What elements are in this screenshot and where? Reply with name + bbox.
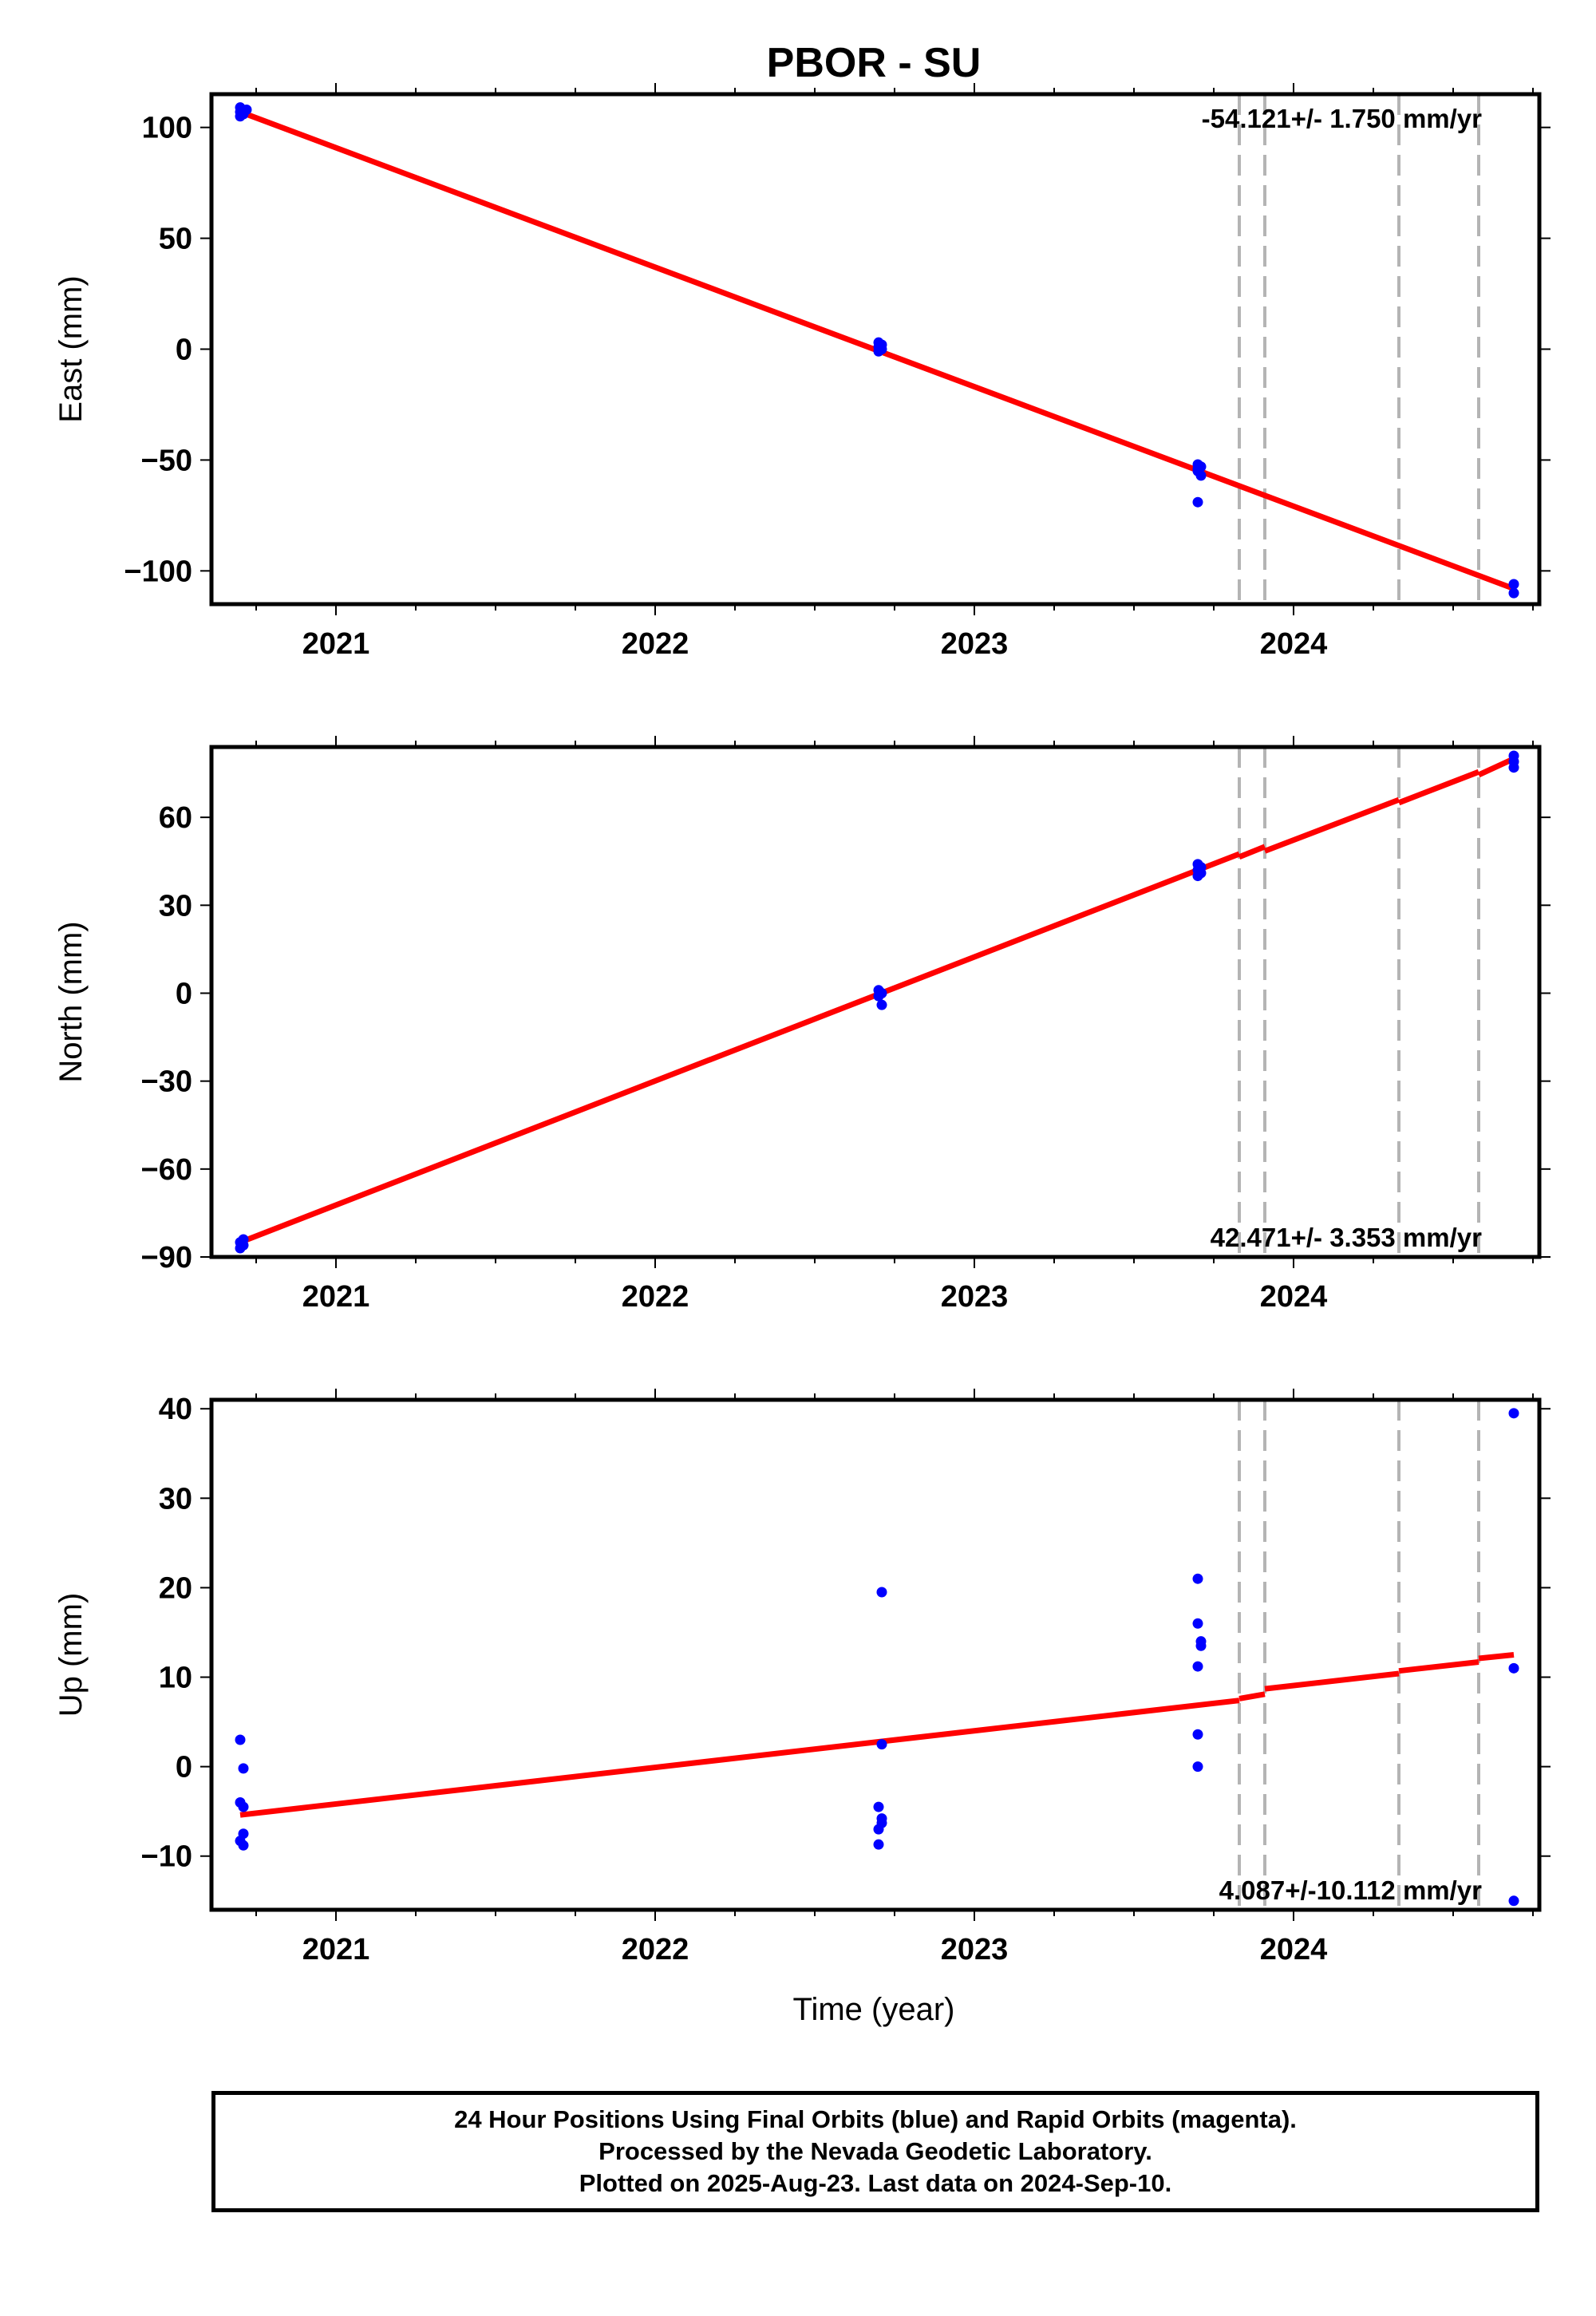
plot-frame xyxy=(209,92,1542,607)
data-point xyxy=(1508,762,1519,773)
data-point xyxy=(873,1824,884,1835)
x-tick-label: 2022 xyxy=(622,1280,689,1314)
y-tick-label: −10 xyxy=(141,1840,192,1874)
data-point xyxy=(1192,1729,1203,1740)
fit-line xyxy=(239,851,1241,1245)
y-tick-label: 0 xyxy=(176,1751,192,1784)
plot-frame xyxy=(209,1397,1542,1912)
y-tick-label: −90 xyxy=(141,1241,192,1275)
y-axis-label: Up (mm) xyxy=(53,1593,89,1717)
velocity-label: 42.471+/- 3.353 mm/yr xyxy=(1211,1223,1482,1252)
processing-info-box: 24 Hour Positions Using Final Orbits (bl… xyxy=(211,2091,1539,2212)
data-point xyxy=(873,1801,884,1812)
data-point xyxy=(876,1739,887,1750)
x-tick-label: 2024 xyxy=(1260,1933,1328,1966)
velocity-label: -54.121+/- 1.750 mm/yr xyxy=(1202,104,1482,133)
data-point xyxy=(1192,496,1203,508)
fit-line xyxy=(1397,769,1480,806)
data-point xyxy=(238,1840,249,1851)
x-axis-label: Time (year) xyxy=(793,1992,955,2027)
data-point xyxy=(238,1763,249,1774)
data-point xyxy=(873,990,884,1002)
y-tick-label: −100 xyxy=(124,555,192,588)
data-point xyxy=(1192,1661,1203,1672)
y-tick-label: 100 xyxy=(142,112,192,145)
data-point xyxy=(876,999,887,1010)
fit-line xyxy=(1238,844,1266,860)
data-point xyxy=(1195,1640,1207,1651)
x-tick-label: 2024 xyxy=(1260,627,1328,661)
x-tick-label: 2023 xyxy=(941,1280,1009,1314)
x-tick-label: 2021 xyxy=(302,627,370,661)
y-tick-label: 20 xyxy=(159,1571,192,1605)
x-tick-label: 2021 xyxy=(302,1280,370,1314)
data-point xyxy=(1192,1761,1203,1773)
y-tick-label: 0 xyxy=(176,977,192,1010)
y-tick-label: −60 xyxy=(141,1153,192,1187)
data-point xyxy=(1195,461,1207,472)
fit-line xyxy=(1478,1652,1515,1662)
panel-north: 2021 2022 2023 2024 60 30 0 −30 −60 −90 North (mm)… xyxy=(53,736,1551,1314)
x-tick-label: 2023 xyxy=(941,1933,1009,1966)
y-tick-label: −30 xyxy=(141,1065,192,1099)
fit-line xyxy=(1398,1659,1479,1674)
fit-line xyxy=(1477,756,1515,778)
data-point xyxy=(235,111,246,122)
data-point xyxy=(1192,1618,1203,1629)
y-tick-label: 10 xyxy=(159,1662,192,1695)
data-point xyxy=(241,104,252,115)
footer-line-dates: Plotted on 2025-Aug-23. Last data on 202… xyxy=(579,2169,1172,2197)
data-point xyxy=(238,1801,249,1812)
y-axis-label: East (mm) xyxy=(53,275,89,422)
fit-line xyxy=(1238,1691,1266,1701)
data-point xyxy=(1508,587,1519,599)
data-point xyxy=(876,339,887,350)
x-tick-label: 2021 xyxy=(302,1933,370,1966)
chart-title: PBOR - SU xyxy=(767,40,982,86)
y-tick-label: 30 xyxy=(159,1482,192,1516)
y-tick-label: 30 xyxy=(159,889,192,923)
data-point xyxy=(1192,871,1203,882)
y-tick-label: −50 xyxy=(141,444,192,477)
y-tick-label: 60 xyxy=(159,801,192,835)
x-tick-label: 2022 xyxy=(622,627,689,661)
data-point xyxy=(1508,1662,1519,1674)
y-tick-label: 40 xyxy=(159,1393,192,1426)
data-point xyxy=(876,1587,887,1598)
data-point xyxy=(1508,1408,1519,1419)
x-tick-label: 2024 xyxy=(1260,1280,1328,1314)
panel-east: 2021 2022 2023 2024 100 50 0 −50 −100 East (mm) -5… xyxy=(53,83,1551,661)
data-point xyxy=(1508,1895,1519,1907)
data-point xyxy=(235,1734,246,1745)
x-tick-label: 2022 xyxy=(622,1933,689,1966)
panel-up: 2021 2022 2023 2024 40 30 20 10 0 −10 Up (mm) 4.087… xyxy=(53,1389,1551,1966)
plot-frame xyxy=(209,745,1542,1259)
y-tick-label: 0 xyxy=(176,334,192,367)
y-tick-label: 50 xyxy=(159,223,192,256)
data-point xyxy=(1192,1573,1203,1584)
fit-line xyxy=(1263,796,1400,854)
y-axis-label: North (mm) xyxy=(53,921,89,1082)
data-point xyxy=(873,1839,884,1850)
x-tick-label: 2023 xyxy=(941,627,1009,661)
fit-line xyxy=(239,1697,1240,1818)
velocity-label: 4.087+/-10.112 mm/yr xyxy=(1219,1875,1482,1905)
footer-line-orbits: 24 Hour Positions Using Final Orbits (bl… xyxy=(454,2105,1297,2133)
data-point xyxy=(235,1243,246,1254)
data-point xyxy=(1508,579,1519,590)
fit-line xyxy=(1264,1670,1400,1692)
footer-line-processor: Processed by the Nevada Geodetic Laborat… xyxy=(598,2137,1152,2165)
